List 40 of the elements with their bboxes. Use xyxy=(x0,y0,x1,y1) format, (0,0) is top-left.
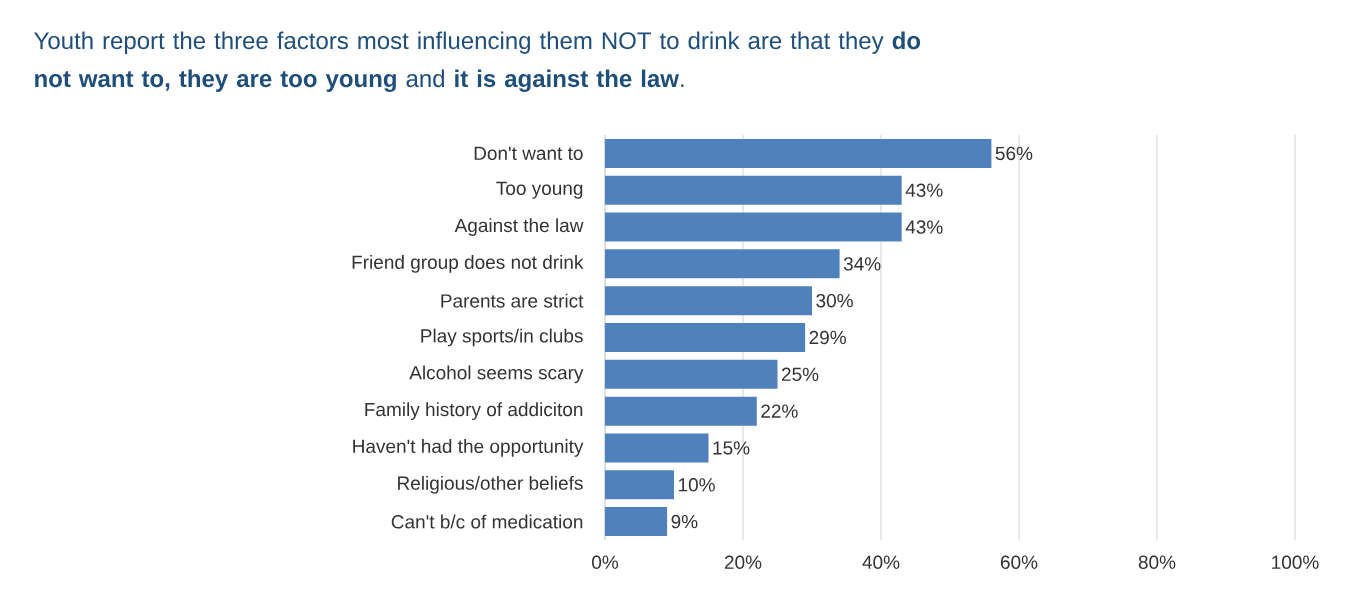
bar xyxy=(605,359,778,389)
x-tick-label: 80% xyxy=(1138,555,1176,569)
bar xyxy=(605,433,709,463)
bar xyxy=(605,323,806,352)
x-tick-label: 60% xyxy=(1000,555,1038,569)
data-label: 9% xyxy=(671,514,698,529)
data-label: 25% xyxy=(781,367,819,382)
y-tick-label: Family history of addiciton xyxy=(365,402,583,420)
bar xyxy=(605,286,812,316)
y-tick-label: Too young xyxy=(496,181,583,199)
y-tick-label: Against the law xyxy=(454,218,584,236)
y-tick-label: Religious/other beliefs xyxy=(398,475,583,494)
data-label: 34% xyxy=(843,257,881,271)
bar xyxy=(605,212,902,242)
bar xyxy=(605,507,668,537)
x-tick-label: 20% xyxy=(724,555,762,569)
y-tick-label: Friend group does not drink xyxy=(352,255,584,273)
bar xyxy=(605,175,902,205)
x-tick-label: 100% xyxy=(1272,555,1319,569)
chart-title: Youth report the three factors most influencing them NOT to drink are that they do not want to, they are too young and it is against the law. xyxy=(34,31,921,92)
data-label: 56% xyxy=(995,146,1033,161)
data-label: 10% xyxy=(678,478,715,492)
y-tick-label: Don't want to xyxy=(474,146,583,161)
x-tick-label: 40% xyxy=(862,555,900,569)
data-label: 43% xyxy=(905,220,943,234)
x-tick-label: 0% xyxy=(592,555,619,569)
y-tick-label: Alcohol seems scary xyxy=(409,365,584,384)
bar xyxy=(605,396,757,426)
y-tick-label: Play sports/in clubs xyxy=(421,328,583,347)
data-label: 22% xyxy=(761,404,798,418)
bar xyxy=(605,138,992,168)
data-label: 29% xyxy=(809,330,846,345)
bar xyxy=(605,249,840,279)
data-label: 30% xyxy=(816,293,853,308)
y-tick-label: Can't b/c of medication xyxy=(391,514,583,529)
y-tick-label: Parents are strict xyxy=(441,293,584,308)
bar xyxy=(605,470,675,500)
data-label: 43% xyxy=(905,183,943,197)
y-tick-label: Haven't had the opportunity xyxy=(353,439,584,457)
data-label: 15% xyxy=(713,441,750,455)
